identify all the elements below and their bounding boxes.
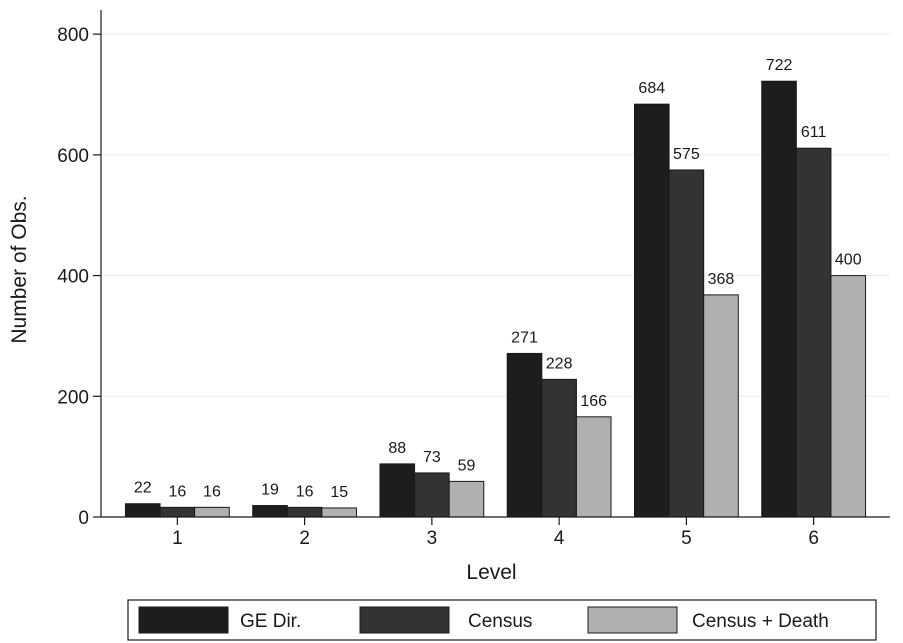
legend-swatch-1 bbox=[359, 606, 450, 634]
data-label-1-6: 611 bbox=[801, 124, 827, 141]
data-label-2-4: 166 bbox=[580, 393, 607, 410]
data-label-1-2: 16 bbox=[296, 483, 314, 500]
bar-census-death-4 bbox=[575, 416, 612, 518]
bar-census-death-5 bbox=[703, 294, 739, 518]
legend-swatch-2 bbox=[587, 606, 678, 634]
bar-census-2 bbox=[286, 506, 323, 518]
y-tick-label-0: 0 bbox=[78, 508, 89, 529]
bar-ge-dir--4 bbox=[506, 352, 543, 518]
bar-census-1 bbox=[159, 506, 196, 518]
data-label-0-4: 271 bbox=[511, 329, 538, 346]
y-axis-title: Number of Obs. bbox=[8, 195, 31, 343]
bar-census-4 bbox=[541, 378, 577, 518]
y-tick-label-800: 800 bbox=[57, 25, 89, 46]
data-label-1-4: 228 bbox=[546, 355, 573, 372]
data-label-2-3: 59 bbox=[458, 457, 476, 474]
data-label-2-1: 16 bbox=[203, 483, 221, 500]
bar-census-death-1 bbox=[194, 506, 230, 518]
data-label-0-1: 22 bbox=[134, 480, 152, 497]
bar-ge-dir--1 bbox=[124, 503, 161, 518]
x-axis-title: Level bbox=[466, 561, 516, 584]
data-label-2-6: 400 bbox=[835, 252, 862, 269]
bar-census-6 bbox=[795, 147, 832, 518]
bar-census-3 bbox=[414, 472, 450, 518]
legend-items: GE Dir. Census Census + Death bbox=[138, 606, 829, 634]
bar-census-5 bbox=[668, 169, 705, 518]
bar-ge-dir--3 bbox=[379, 463, 416, 518]
x-tick-label-1: 1 bbox=[172, 528, 183, 549]
data-label-1-5: 575 bbox=[673, 146, 700, 163]
legend: GE Dir. Census Census + Death bbox=[127, 599, 877, 641]
data-label-1-1: 16 bbox=[168, 483, 186, 500]
data-label-2-2: 15 bbox=[330, 484, 348, 501]
data-label-0-2: 19 bbox=[261, 482, 279, 499]
y-tick-label-600: 600 bbox=[57, 146, 89, 167]
x-tick-label-6: 6 bbox=[808, 528, 819, 549]
y-axis-ticks: 0 200 400 600 800 bbox=[57, 25, 101, 529]
x-axis-ticks: 1 2 3 4 5 6 bbox=[172, 517, 819, 549]
legend-frame bbox=[127, 599, 877, 641]
legend-swatch-0 bbox=[138, 606, 229, 634]
x-tick-label-5: 5 bbox=[681, 528, 692, 549]
bar-ge-dir--5 bbox=[633, 103, 670, 518]
data-label-1-3: 73 bbox=[423, 449, 441, 466]
data-label-0-5: 684 bbox=[638, 80, 665, 97]
bars bbox=[124, 80, 867, 518]
data-labels: 22 16 16 19 16 15 88 73 59 271 228 166 684 575 368 722 6… bbox=[134, 57, 862, 501]
y-tick-label-400: 400 bbox=[57, 267, 89, 288]
y-tick-label-200: 200 bbox=[57, 387, 89, 408]
x-tick-label-2: 2 bbox=[299, 528, 310, 549]
bar-ge-dir--2 bbox=[252, 505, 288, 518]
bar-census-death-6 bbox=[830, 275, 867, 518]
legend-label-1: Census bbox=[468, 611, 532, 632]
data-label-2-5: 368 bbox=[708, 271, 735, 288]
gridlines bbox=[101, 33, 890, 397]
legend-label-2: Census + Death bbox=[692, 611, 829, 632]
x-tick-label-3: 3 bbox=[427, 528, 438, 549]
bar-census-death-3 bbox=[448, 480, 485, 518]
bar-ge-dir--6 bbox=[761, 80, 797, 518]
data-label-0-6: 722 bbox=[766, 57, 793, 74]
bar-census-death-2 bbox=[321, 507, 358, 518]
data-label-0-3: 88 bbox=[388, 440, 406, 457]
x-tick-label-4: 4 bbox=[554, 528, 565, 549]
legend-label-0: GE Dir. bbox=[240, 611, 301, 632]
